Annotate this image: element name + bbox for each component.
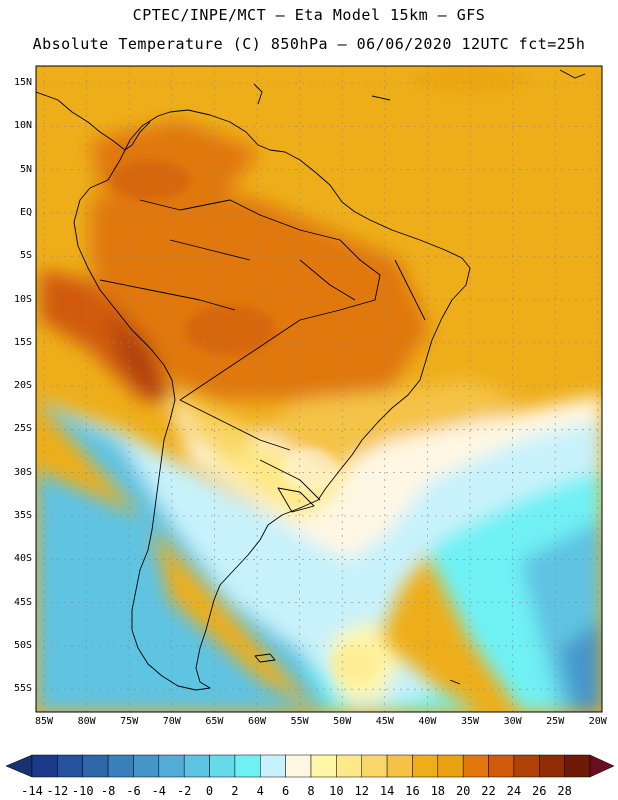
colorbar-swatch (437, 754, 464, 778)
lat-tick-label: 50S (13, 639, 32, 651)
colorbar (5, 754, 615, 778)
colorbar-tick-label: 8 (307, 784, 315, 798)
lat-tick-label: 5N (19, 163, 32, 175)
lat-tick-label: 55S (13, 683, 32, 695)
colorbar-max-arrow (589, 754, 615, 778)
colorbar-swatch (513, 754, 540, 778)
colorbar-swatch (285, 754, 312, 778)
colorbar-swatch (183, 754, 210, 778)
lat-tick-label: 45S (13, 596, 32, 608)
lon-tick-label: 75W (120, 716, 139, 727)
colorbar-tick-label: 14 (379, 784, 395, 798)
colorbar-tick-label: 10 (329, 784, 344, 798)
grid-lines (36, 66, 602, 712)
colorbar-tick-label: 2 (231, 784, 239, 798)
lon-tick-label: 70W (162, 716, 181, 727)
lon-tick-label: 35W (460, 716, 480, 727)
colorbar-swatch (57, 754, 83, 778)
temperature-field (36, 66, 602, 712)
colorbar-tick-label: 0 (205, 784, 214, 798)
colorbar-swatch (336, 754, 362, 778)
colorbar-swatch (209, 754, 236, 778)
colorbar-swatch (107, 754, 134, 778)
colorbar-swatch (564, 754, 591, 778)
lat-tick-label: 25S (13, 423, 32, 435)
colorbar-swatch (31, 754, 58, 778)
lat-tick-label: 15S (13, 336, 32, 348)
lon-tick-label: 85W (34, 716, 54, 727)
colorbar-tick-label: 6 (282, 784, 290, 798)
colorbar-tick-label: 22 (481, 784, 496, 798)
colorbar-tick-label: -10 (71, 784, 94, 798)
colorbar-swatch (462, 754, 489, 778)
map-frame (35, 65, 603, 713)
colorbar-tick-label: -12 (46, 784, 69, 798)
lon-tick-label: 30W (503, 716, 522, 727)
lat-tick-label: EQ (19, 206, 32, 218)
lat-tick-label: 15N (13, 77, 32, 88)
colorbar-min-arrow (5, 754, 33, 778)
title-line-2: Absolute Temperature (C) 850hPa – 06/06/… (32, 35, 586, 53)
colorbar-tick-label: -6 (126, 784, 141, 798)
colorbar-swatch (386, 754, 413, 778)
colorbar-swatch (310, 754, 337, 778)
lon-tick-label: 65W (205, 716, 224, 727)
lon-tick-label: 80W (77, 716, 96, 727)
colorbar-tick-label: 20 (455, 784, 471, 798)
lat-tick-label: 10S (13, 293, 32, 305)
colorbar-swatch (260, 754, 286, 778)
colorbar-tick-label: 26 (532, 784, 547, 798)
colorbar-swatch (488, 754, 515, 778)
colorbar-swatch (158, 754, 185, 778)
colorbar-tick-label: -4 (151, 784, 167, 798)
colorbar-tick-label: 24 (506, 784, 522, 798)
lon-tick-label: 20W (588, 716, 607, 727)
colorbar-tick-label: -14 (21, 784, 43, 798)
lon-tick-label: 50W (333, 716, 352, 727)
colorbar-tick-label: 12 (354, 784, 369, 798)
colorbar-tick-label: 18 (430, 784, 446, 798)
lat-tick-label: 35S (13, 510, 32, 521)
colorbar-tick-label: -2 (176, 784, 192, 798)
lon-tick-label: 45W (375, 716, 394, 727)
colorbar-tick-label: -8 (100, 784, 116, 798)
colorbar-swatch (82, 754, 109, 778)
colorbar-swatch (361, 754, 388, 778)
lon-tick-label: 55W (290, 716, 309, 727)
lon-tick-label: 25W (546, 716, 565, 727)
lat-tick-label: 10N (13, 120, 32, 132)
coastline (36, 69, 586, 691)
colorbar-swatch (539, 754, 565, 778)
colorbar-swatch (133, 754, 160, 778)
colorbar-swatch (412, 754, 439, 778)
title-line-1: CPTEC/INPE/MCT – Eta Model 15km – GFS (132, 6, 486, 24)
lat-tick-label: 30S (13, 466, 32, 478)
colorbar-tick-label: 16 (405, 784, 420, 798)
lon-tick-label: 60W (247, 716, 267, 727)
lat-tick-label: 20S (13, 380, 32, 392)
colorbar-swatch (234, 754, 261, 778)
lon-tick-label: 40W (418, 716, 437, 727)
colorbar-tick-label: 28 (557, 784, 572, 798)
lat-tick-label: 5S (19, 250, 32, 262)
colorbar-tick-label: 4 (256, 784, 264, 798)
lat-tick-label: 40S (13, 553, 32, 565)
